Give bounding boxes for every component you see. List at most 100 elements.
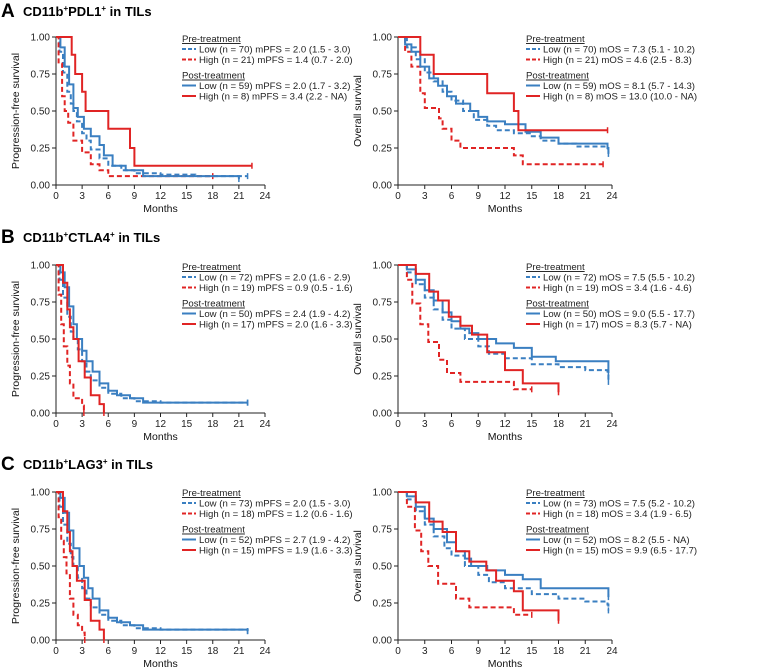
x-tick-label: 0	[53, 419, 59, 430]
legend-entry-label: High (n = 17) mOS = 8.3 (5.7 - NA)	[543, 320, 692, 331]
y-tick-label: 0.50	[31, 562, 51, 573]
legend-entry-label: Low (n = 50) mPFS = 2.4 (1.9 - 4.2)	[199, 309, 350, 320]
x-tick-label: 24	[606, 646, 618, 657]
legend-entry-label: Low (n = 70) mPFS = 2.0 (1.5 - 3.0)	[199, 45, 350, 56]
x-tick-label: 3	[79, 419, 85, 430]
legend-entry-label: Low (n = 73) mPFS = 2.0 (1.5 - 3.0)	[199, 499, 350, 510]
y-axis-title: Overall survival	[352, 75, 364, 147]
y-tick-label: 0.75	[373, 298, 393, 309]
os-chart-lag3: 0.00 0.25 0.50 0.75 1.00 0 3 6 9 12 15 18 21 24 Months…	[352, 488, 697, 667]
y-tick-label: 0.25	[31, 144, 51, 155]
x-tick-label: 15	[526, 646, 538, 657]
legend-entry-label: High (n = 19) mOS = 3.4 (1.6 - 4.6)	[543, 283, 692, 294]
y-tick-label: 1.00	[373, 488, 393, 499]
x-tick-label: 9	[475, 646, 481, 657]
legend-group-title: Post-treatment	[182, 71, 245, 82]
km-curve-pre-low	[56, 36, 248, 178]
x-tick-label: 0	[53, 646, 59, 657]
km-curve-post-high	[398, 36, 608, 132]
x-tick-label: 24	[259, 419, 271, 430]
legend-entry-label: High (n = 15) mOS = 9.9 (6.5 - 17.7)	[543, 546, 697, 557]
panel-header-a: A CD11b+PDL1+ in TILs	[1, 1, 152, 22]
legend-group-title: Pre-treatment	[526, 488, 585, 499]
panel-letter-a: A	[1, 1, 15, 22]
x-tick-label: 24	[259, 646, 271, 657]
legend-group-title: Post-treatment	[182, 525, 245, 536]
x-tick-label: 3	[79, 646, 85, 657]
x-tick-label: 24	[606, 191, 618, 202]
km-curve-post-low	[398, 36, 610, 154]
y-tick-label: 0.25	[373, 599, 393, 610]
x-tick-label: 15	[181, 191, 193, 202]
km-curve-pre-high	[398, 491, 532, 616]
y-tick-label: 1.00	[373, 33, 393, 44]
x-tick-label: 12	[499, 191, 511, 202]
x-axis-title: Months	[143, 658, 177, 667]
km-curve-post-high	[56, 36, 252, 167]
legend-group-title: Post-treatment	[182, 299, 245, 310]
y-tick-label: 0.50	[31, 107, 51, 118]
pfs-chart-lag3: 0.00 0.25 0.50 0.75 1.00 0 3 6 9 12 15 18 21 24 Months…	[10, 488, 353, 667]
x-tick-label: 18	[553, 191, 565, 202]
legend-entry-label: High (n = 18) mPFS = 1.2 (0.6 - 1.6)	[199, 509, 353, 520]
x-tick-label: 6	[449, 419, 455, 430]
x-tick-label: 0	[395, 646, 401, 657]
x-tick-label: 12	[155, 646, 167, 657]
x-tick-label: 18	[207, 419, 219, 430]
legend-group-title: Pre-treatment	[526, 262, 585, 273]
legend-group-title: Pre-treatment	[182, 488, 241, 499]
x-tick-label: 12	[499, 646, 511, 657]
x-tick-label: 18	[553, 646, 565, 657]
x-tick-label: 6	[449, 646, 455, 657]
x-tick-label: 3	[422, 646, 428, 657]
km-curve-post-high	[398, 491, 560, 621]
km-curve-pre-high	[398, 36, 604, 166]
y-tick-label: 0.50	[31, 335, 51, 346]
y-tick-label: 1.00	[373, 261, 393, 272]
y-tick-label: 0.75	[373, 70, 393, 81]
km-curve-post-high	[398, 264, 560, 393]
legend-entry-label: High (n = 18) mOS = 3.4 (1.9 - 6.5)	[543, 509, 692, 520]
x-tick-label: 12	[155, 419, 167, 430]
x-tick-label: 24	[606, 419, 618, 430]
x-tick-label: 15	[181, 419, 193, 430]
km-curve-post-low	[56, 36, 240, 180]
legend-entry-label: High (n = 21) mOS = 4.6 (2.5 - 8.3)	[543, 55, 692, 66]
y-axis-title: Progression-free survival	[10, 53, 22, 169]
y-tick-label: 1.00	[31, 261, 51, 272]
x-tick-label: 3	[422, 419, 428, 430]
legend-entry-label: Low (n = 50) mOS = 9.0 (5.5 - 17.7)	[543, 309, 695, 320]
x-axis-title: Months	[143, 431, 177, 443]
y-tick-label: 0.25	[373, 372, 393, 383]
y-tick-label: 0.00	[31, 409, 51, 420]
y-axis-title: Progression-free survival	[10, 508, 22, 624]
y-tick-label: 1.00	[31, 33, 51, 44]
x-tick-label: 6	[105, 191, 111, 202]
y-tick-label: 0.50	[373, 335, 393, 346]
y-tick-label: 0.00	[31, 636, 51, 647]
legend-entry-label: High (n = 17) mPFS = 2.0 (1.6 - 3.3)	[199, 320, 353, 331]
km-curve-post-high	[56, 264, 105, 413]
x-tick-label: 18	[207, 191, 219, 202]
y-tick-label: 0.00	[373, 409, 393, 420]
x-axis-title: Months	[143, 203, 177, 215]
y-tick-label: 0.00	[373, 181, 393, 192]
x-tick-label: 18	[553, 419, 565, 430]
legend-group-title: Pre-treatment	[526, 34, 585, 45]
y-tick-label: 0.50	[373, 562, 393, 573]
km-curve-pre-high	[56, 36, 213, 178]
legend-entry-label: High (n = 8) mOS = 13.0 (10.0 - NA)	[543, 92, 697, 103]
y-tick-label: 0.75	[31, 70, 51, 81]
legend-entry-label: High (n = 8) mPFS = 3.4 (2.2 - NA)	[199, 92, 347, 103]
x-axis-title: Months	[488, 431, 522, 443]
x-tick-label: 12	[499, 419, 511, 430]
y-tick-label: 1.00	[31, 488, 51, 499]
y-tick-label: 0.25	[31, 372, 51, 383]
legend-entry-label: High (n = 15) mPFS = 1.9 (1.6 - 3.3)	[199, 546, 353, 557]
x-tick-label: 9	[475, 419, 481, 430]
x-tick-label: 6	[105, 419, 111, 430]
x-tick-label: 24	[259, 191, 271, 202]
legend-entry-label: High (n = 19) mPFS = 0.9 (0.5 - 1.6)	[199, 283, 353, 294]
